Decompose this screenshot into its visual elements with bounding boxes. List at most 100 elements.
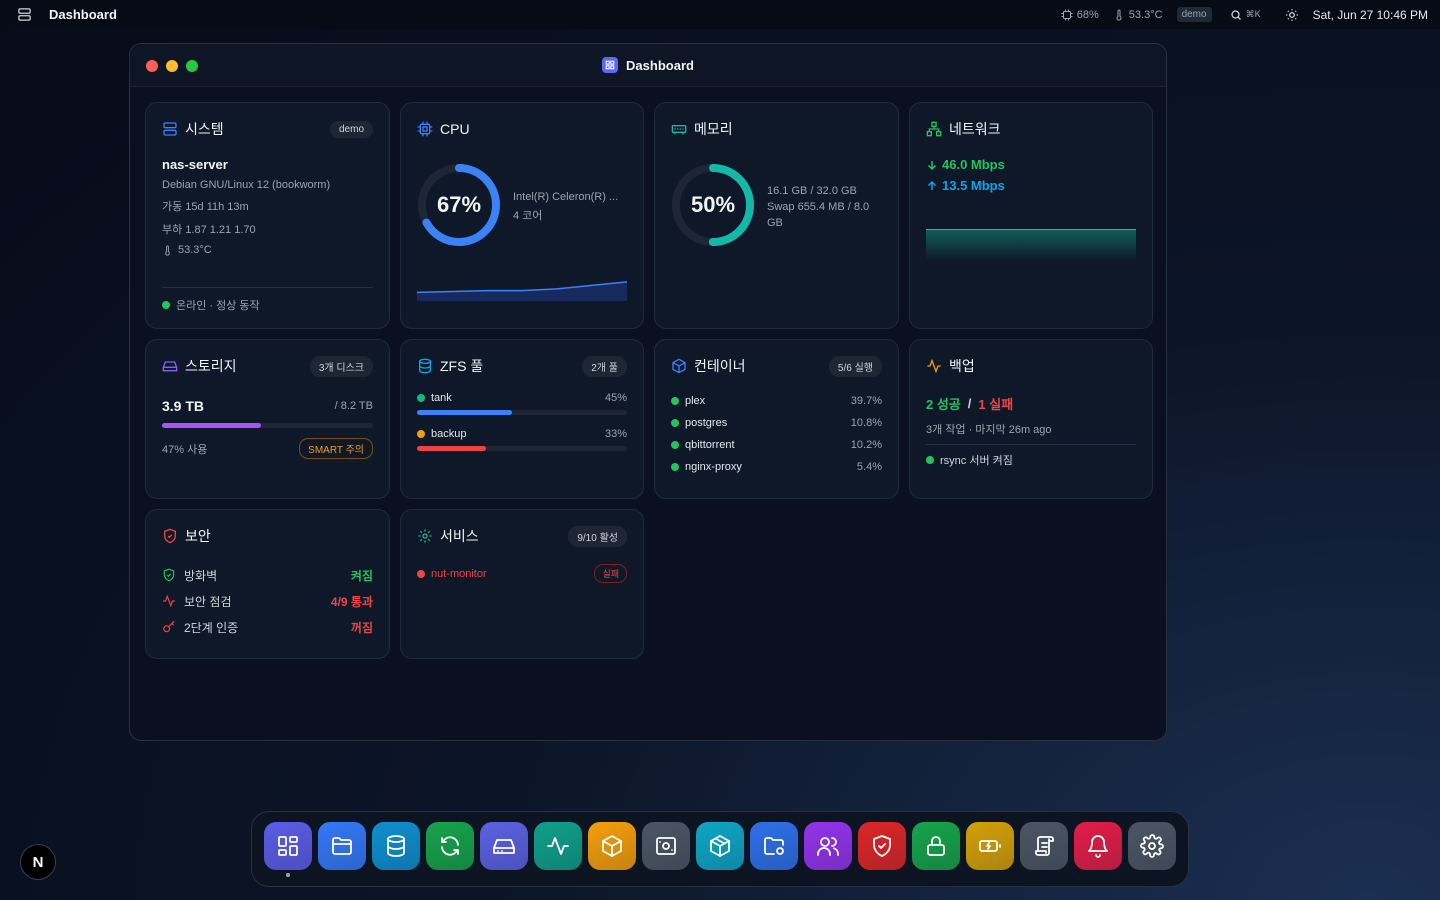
network-icon [926, 121, 942, 137]
dock-storage-button[interactable] [372, 822, 420, 870]
close-button[interactable] [146, 60, 158, 72]
container-cpu: 39.7% [850, 395, 882, 407]
container-row[interactable]: nginx-proxy 5.4% [671, 456, 882, 478]
corner-badge[interactable]: N [20, 844, 56, 880]
status-text: 온라인 · 정상 동작 [176, 300, 260, 312]
dock-power-button[interactable] [966, 822, 1014, 870]
dock-users-button[interactable] [804, 822, 852, 870]
card-title: 보안 [185, 528, 211, 544]
memory-gauge: 50% [671, 163, 755, 247]
zfs-card[interactable]: ZFS 풀 2개 풀 tank 45% backup 33% [400, 339, 644, 499]
card-title: 컨테이너 [694, 358, 746, 374]
security-audit-row[interactable]: 보안 점검 4/9 통과 [162, 588, 373, 614]
disk-count-badge: 3개 디스크 [309, 355, 373, 377]
container-row[interactable]: qbittorrent 10.2% [671, 434, 882, 456]
status-dot [671, 441, 679, 449]
cpu-card[interactable]: CPU 67% Intel(R) Celeron(R) ... 4 코어 [400, 102, 644, 329]
system-card[interactable]: 시스템 demo nas-server Debian GNU/Linux 12 … [145, 102, 390, 329]
zfs-pool-tank[interactable]: tank 45% [417, 392, 627, 415]
battery-icon [979, 840, 1001, 852]
container-row[interactable]: postgres 10.8% [671, 412, 882, 434]
title-bar[interactable]: Dashboard [130, 44, 1166, 87]
status-dot [671, 419, 679, 427]
gear-icon [417, 528, 433, 544]
folder-settings-icon [764, 837, 784, 855]
dock-logs-button[interactable] [1020, 822, 1068, 870]
container-cpu: 5.4% [856, 461, 882, 473]
dock-vm-button[interactable] [642, 822, 690, 870]
card-title: 시스템 [185, 121, 224, 137]
server-icon [162, 121, 178, 137]
failed-badge: 실패 [594, 564, 627, 583]
smart-warning-badge[interactable]: SMART 주의 [299, 438, 373, 459]
row-value: 켜짐 [350, 568, 373, 583]
row-label: 보안 점검 [184, 594, 232, 609]
dashboard-icon [602, 57, 619, 73]
backup-separator: / [967, 396, 972, 411]
memory-card[interactable]: 메모리 50% 16.1 GB / 32.0 GB Swap 655.4 MB … [654, 102, 899, 329]
key-icon [162, 620, 176, 634]
dock-lock-button[interactable] [912, 822, 960, 870]
dock-files-button[interactable] [318, 822, 366, 870]
active-indicator [286, 873, 290, 877]
container-cpu: 10.8% [850, 417, 882, 429]
dock-security-button[interactable] [858, 822, 906, 870]
search-button[interactable]: ⌘K [1230, 9, 1261, 21]
cpu-indicator[interactable]: 68% [1061, 9, 1099, 21]
dock-monitor-button[interactable] [534, 822, 582, 870]
cpu-history-area [417, 281, 627, 301]
network-card[interactable]: 네트워크 46.0 Mbps 13.5 Mbps [909, 102, 1153, 329]
theme-toggle[interactable] [1285, 8, 1299, 22]
cpu-sparkline [417, 281, 627, 301]
dock-disks-button[interactable] [480, 822, 528, 870]
scroll-icon [1035, 836, 1054, 856]
maximize-button[interactable] [186, 60, 198, 72]
drive-icon [493, 839, 515, 854]
failed-service-row[interactable]: nut-monitor 실패 [417, 564, 627, 583]
shield-icon [162, 528, 178, 544]
users-icon [817, 837, 839, 856]
pool-usage: 45% [604, 392, 627, 404]
dock-sync-button[interactable] [426, 822, 474, 870]
dock-shares-button[interactable] [750, 822, 798, 870]
memory-percent: 50% [690, 192, 736, 217]
zfs-pool-backup[interactable]: backup 33% [417, 428, 627, 451]
services-card[interactable]: 서비스 9/10 활성 nut-monitor 실패 [400, 509, 644, 659]
dock-apps-button[interactable] [696, 822, 744, 870]
security-card[interactable]: 보안 방화벽 켜짐 보안 점검 4/9 통과 2단계 인증 꺼짐 [145, 509, 390, 659]
clock[interactable]: Sat, Jun 27 10:46 PM [1312, 7, 1428, 22]
row-value: 꺼짐 [350, 620, 373, 635]
temp-indicator[interactable]: 53.3°C [1113, 9, 1163, 21]
shield-icon [873, 835, 891, 857]
dock-settings-button[interactable] [1128, 822, 1176, 870]
card-title: 스토리지 [185, 358, 237, 374]
card-title: 백업 [949, 358, 975, 374]
arrow-down-icon [926, 159, 938, 171]
container-name: plex [685, 395, 706, 407]
container-row[interactable]: plex 39.7% [671, 390, 882, 412]
firewall-row[interactable]: 방화벽 켜짐 [162, 562, 373, 588]
pool-name: backup [431, 428, 467, 440]
drive-icon [162, 358, 178, 374]
dock-notifications-button[interactable] [1074, 822, 1122, 870]
storage-usage: 47% 사용 [162, 443, 208, 456]
cpu-percent: 67% [436, 192, 482, 217]
minimize-button[interactable] [166, 60, 178, 72]
storage-card[interactable]: 스토리지 3개 디스크 3.9 TB / 8.2 TB 47% 사용 SMART… [145, 339, 390, 499]
two-factor-row[interactable]: 2단계 인증 꺼짐 [162, 614, 373, 640]
dashboard-window: Dashboard 시스템 demo nas-server Debian GNU… [129, 43, 1167, 741]
container-name: qbittorrent [685, 439, 735, 451]
row-label: 방화벽 [184, 568, 218, 583]
box-icon [602, 835, 622, 857]
temp-value: 53.3°C [1128, 8, 1163, 21]
backup-card[interactable]: 백업 2 성공 / 1 실패 3개 작업 · 마지막 26m ago rsync… [909, 339, 1153, 499]
dock-dashboard-button[interactable] [264, 822, 312, 870]
dock-containers-button[interactable] [588, 822, 636, 870]
service-name: nut-monitor [431, 567, 487, 580]
pool-bar [417, 410, 627, 415]
containers-card[interactable]: 컨테이너 5/6 실행 plex 39.7% postgres 10.8% qbitto… [654, 339, 899, 499]
lock-icon [927, 836, 945, 856]
server-icon[interactable] [17, 7, 32, 22]
container-name: nginx-proxy [685, 461, 742, 473]
bell-icon [1088, 835, 1108, 858]
